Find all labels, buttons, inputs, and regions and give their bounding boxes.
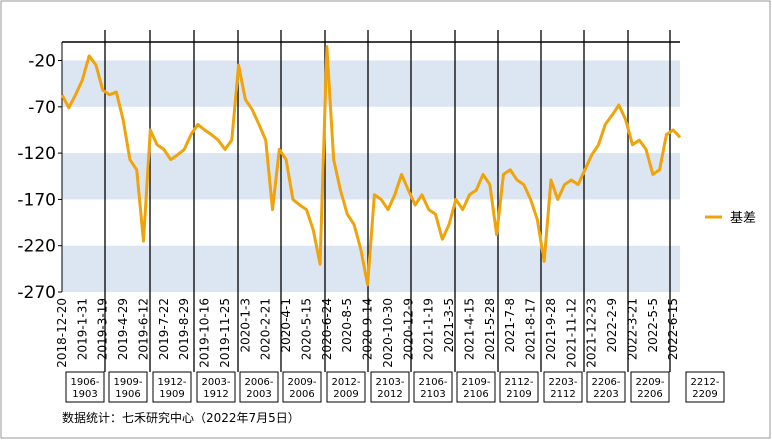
contract-label: 2012 [377, 389, 402, 400]
source: 数据统计：七禾研究中心（2022年7月5日） [62, 410, 300, 425]
x-tick-label: 2019-11-25 [218, 298, 232, 368]
x-tick-label: 2018-12-20 [55, 298, 69, 368]
x-tick-label: 2020-9-14 [361, 298, 375, 360]
x-tick-label: 2019-1-31 [75, 298, 89, 360]
contract-label: 2003- [201, 377, 230, 388]
contract-label: 2206 [637, 389, 662, 400]
contract-label: 2006- [244, 377, 273, 388]
x-tick-label: 2020-4-1 [279, 298, 293, 352]
x-tick-label: 2020-8-5 [340, 298, 354, 352]
contract-label: 2106 [463, 389, 488, 400]
contract-label: 2103- [375, 377, 404, 388]
x-tick-label: 2020-12-9 [401, 298, 415, 360]
contract-label: 2103 [420, 389, 445, 400]
contract-box [630, 371, 670, 403]
contract-label: 2203 [593, 389, 618, 400]
x-tick-label: 2022-6-15 [666, 298, 680, 360]
contract-box [413, 371, 453, 403]
contract-label: 2212- [690, 377, 719, 388]
contract-label: 2109- [461, 377, 490, 388]
line [60, 45, 682, 287]
contract-label: 1909- [113, 377, 142, 388]
x-tick-label: 2022-2-9 [605, 298, 619, 352]
contract-box [370, 371, 410, 403]
x-tick-label: 2021-1-19 [422, 298, 436, 360]
contract-label: 2206- [591, 377, 620, 388]
x-tick-label: 2019-6-12 [136, 298, 150, 360]
contract-box [586, 371, 626, 403]
contract-box [685, 371, 725, 403]
y-tick-label: -120 [17, 144, 56, 164]
x-tick-label: 2020-5-15 [299, 298, 313, 360]
x-tick-label: 2021-11-12 [564, 298, 578, 368]
contract-label: 2006 [289, 389, 314, 400]
x-tick-label: 2019-7-22 [157, 298, 171, 360]
x-tick-label: 2021-4-15 [462, 298, 476, 360]
x-tick-label: 2020-10-30 [381, 298, 395, 368]
x-tick-label: 2020-2-21 [259, 298, 273, 360]
contract-box [456, 371, 496, 403]
contract-label: 1906- [70, 377, 99, 388]
x-tick-label: 2022-5-5 [646, 298, 660, 352]
x-tick-label: 2019-10-16 [198, 298, 212, 368]
contract-label: 1912- [157, 377, 186, 388]
x-tick-label: 2019-8-29 [177, 298, 191, 360]
x-tick-label: 2021-8-17 [524, 298, 538, 360]
contract-label: 2209- [635, 377, 664, 388]
x-tick-label: 2021-7-8 [503, 298, 517, 352]
x-tick-label: 2019-4-29 [116, 298, 130, 360]
contract-box [326, 371, 366, 403]
contract-box [108, 371, 148, 403]
legend-label: 基差 [730, 211, 756, 226]
contract-label: 1903 [72, 389, 97, 400]
contract-label: 2109 [506, 389, 531, 400]
y-tick-label: -170 [17, 190, 56, 210]
contract-label: 2106- [418, 377, 447, 388]
contract-box [152, 371, 192, 403]
x-tick-label: 2019-3-19 [96, 298, 110, 360]
x-tick-label: 2020-1-3 [238, 298, 252, 352]
contract-box [499, 371, 539, 403]
contract-label: 2112- [504, 377, 533, 388]
contract-label: 2003 [246, 389, 271, 400]
y-tick-label: -20 [28, 52, 56, 72]
band [62, 153, 680, 200]
x-tick-label: 2020-6-24 [320, 298, 334, 360]
contract-label: 2203- [548, 377, 577, 388]
contract-label: 1909 [159, 389, 184, 400]
y-tick-label: -70 [28, 98, 56, 118]
contract-label: 2209 [692, 389, 717, 400]
contract-label: 2009- [287, 377, 316, 388]
y-tick-label: -270 [17, 283, 56, 303]
contract-label: 2012- [331, 377, 360, 388]
x-tick-label: 2021-3-5 [442, 298, 456, 352]
contract-box [196, 371, 236, 403]
contract-label: 2009 [333, 389, 358, 400]
contract-box [239, 371, 279, 403]
contract-label: 1906 [115, 389, 140, 400]
x-tick-label: 2022-3-21 [625, 298, 639, 360]
y-tick-label: -220 [17, 237, 56, 257]
contract-label: 2112 [550, 389, 575, 400]
band [62, 60, 680, 107]
x-tick-label: 2021-5-28 [483, 298, 497, 360]
contract-label: 1912 [203, 389, 228, 400]
contract-box [282, 371, 322, 403]
x-tick-label: 2021-12-23 [585, 298, 599, 368]
x-tick-label: 2021-9-28 [544, 298, 558, 360]
contract-box [543, 371, 583, 403]
contract-box [65, 371, 105, 403]
